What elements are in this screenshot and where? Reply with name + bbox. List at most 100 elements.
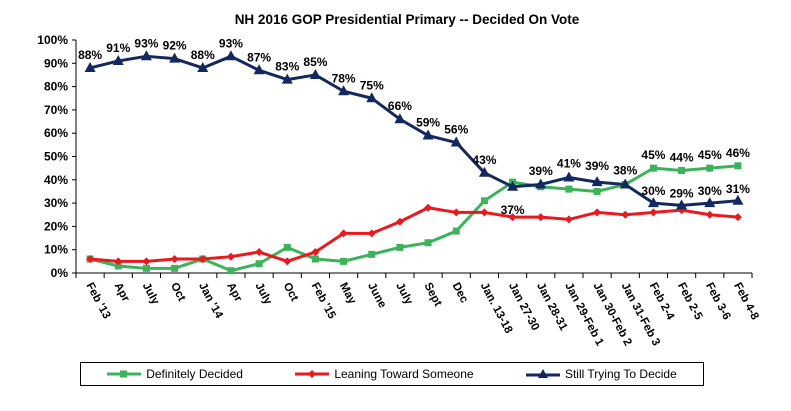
legend-item-leaning-toward-someone: Leaning Toward Someone: [295, 367, 474, 381]
data-point-leaning-toward-someone: [114, 257, 123, 266]
data-point-still-trying-to-decide: [366, 92, 378, 103]
data-point-still-trying-to-decide: [619, 178, 631, 189]
data-point-leaning-toward-someone: [649, 208, 658, 217]
x-tick-label: Apr: [224, 281, 244, 305]
series-line-leaning-toward-someone: [89, 206, 739, 263]
data-point-definitely-decided: [734, 162, 742, 170]
chart-legend: Definitely Decided Leaning Toward Someon…: [80, 362, 704, 386]
data-point-leaning-toward-someone: [508, 213, 517, 222]
data-label: 91%: [106, 41, 130, 55]
y-tick-label: 40%: [44, 173, 68, 187]
x-tick-label: Oct: [168, 281, 188, 304]
y-tick-label: 30%: [44, 196, 68, 210]
x-tick-label: July: [140, 281, 162, 307]
chart-title: NH 2016 GOP Presidential Primary -- Deci…: [235, 12, 580, 27]
data-label: 31%: [726, 182, 750, 196]
y-tick-label: 0%: [51, 266, 69, 280]
x-tick-label: July: [393, 281, 415, 307]
data-point-still-trying-to-decide: [169, 52, 181, 63]
y-axis: 0% 10% 20% 30% 40% 50% 60% 70% 80% 90% 100%: [37, 33, 77, 280]
data-point-leaning-toward-someone: [564, 215, 573, 224]
y-tick-label: 100%: [37, 33, 68, 47]
data-point-definitely-decided: [424, 239, 432, 247]
data-label: 45%: [641, 148, 665, 162]
data-point-still-trying-to-decide: [197, 61, 209, 72]
data-point-still-trying-to-decide: [309, 68, 321, 79]
legend-swatch-navy: [525, 369, 560, 378]
data-point-still-trying-to-decide: [704, 197, 716, 208]
legend-item-still-trying-to-decide: Still Trying To Decide: [525, 367, 677, 381]
x-tick-label: Feb 2-5: [675, 281, 705, 323]
data-point-definitely-decided: [678, 166, 686, 174]
data-label: 78%: [332, 71, 356, 85]
data-label: 29%: [670, 186, 694, 200]
data-point-definitely-decided: [340, 257, 348, 265]
data-point-definitely-decided: [649, 164, 657, 172]
legend-label: Still Trying To Decide: [564, 367, 677, 381]
data-label: 44%: [670, 150, 694, 164]
data-point-leaning-toward-someone: [255, 248, 264, 257]
data-label: 88%: [191, 48, 215, 62]
data-point-leaning-toward-someone: [424, 203, 433, 212]
data-point-definitely-decided: [171, 264, 179, 272]
y-tick-label: 50%: [44, 150, 68, 164]
x-tick-label: Feb '15: [309, 281, 338, 322]
data-point-definitely-decided: [452, 227, 460, 235]
data-label: 38%: [613, 163, 637, 177]
x-tick-label: Oct: [281, 281, 301, 304]
y-tick-label: 20%: [44, 219, 68, 233]
data-point-still-trying-to-decide: [338, 85, 350, 96]
data-labels: 37% 39% 41% 39% 38% 45% 44% 45% 46% 88% 91% 93% 92% 8…: [78, 36, 750, 217]
data-point-still-trying-to-decide: [676, 199, 688, 210]
data-point-still-trying-to-decide: [591, 176, 603, 187]
series-line-still-trying-to-decide: [89, 54, 739, 207]
data-point-still-trying-to-decide: [112, 54, 124, 65]
data-point-definitely-decided: [396, 243, 404, 251]
y-tick-label: 60%: [44, 126, 68, 140]
data-point-leaning-toward-someone: [170, 255, 179, 264]
data-label: 37%: [501, 203, 525, 217]
data-point-still-trying-to-decide: [563, 171, 575, 182]
y-tick-label: 90%: [44, 56, 68, 70]
data-label: 30%: [698, 184, 722, 198]
x-tick-label: Feb 4-8: [731, 281, 761, 323]
data-point-leaning-toward-someone: [705, 210, 714, 219]
x-tick-label: Apr: [112, 281, 132, 305]
data-point-still-trying-to-decide: [647, 197, 659, 208]
x-axis: Feb '13 Apr July Oct Jan '14 Apr July Oct Feb '1…: [75, 272, 761, 348]
data-label: 92%: [163, 39, 187, 53]
data-point-leaning-toward-someone: [142, 257, 151, 266]
data-label: 59%: [416, 116, 440, 130]
data-point-leaning-toward-someone: [621, 210, 630, 219]
data-label: 93%: [219, 36, 243, 50]
data-label: 93%: [134, 36, 158, 50]
data-label: 56%: [444, 123, 468, 137]
data-point-still-trying-to-decide: [450, 136, 462, 147]
data-point-still-trying-to-decide: [253, 64, 265, 75]
data-label: 88%: [78, 48, 102, 62]
data-point-definitely-decided: [114, 262, 122, 270]
y-tick-label: 80%: [44, 80, 68, 94]
data-point-definitely-decided: [565, 185, 573, 193]
data-label: 43%: [472, 153, 496, 167]
x-tick-label: Dec: [450, 281, 471, 306]
data-label: 46%: [726, 146, 750, 160]
data-point-definitely-decided: [480, 197, 488, 205]
data-label: 83%: [275, 60, 299, 74]
data-point-still-trying-to-decide: [394, 113, 406, 124]
data-point-definitely-decided: [255, 260, 263, 268]
data-label: 41%: [557, 156, 581, 170]
data-point-still-trying-to-decide: [422, 129, 434, 140]
x-tick-label: Feb 2-4: [647, 281, 677, 323]
data-label: 87%: [247, 50, 271, 64]
data-point-still-trying-to-decide: [281, 73, 293, 84]
data-point-leaning-toward-someone: [536, 213, 545, 222]
data-point-still-trying-to-decide: [732, 194, 744, 205]
legend-item-definitely-decided: Definitely Decided: [107, 367, 243, 381]
x-tick-label: Feb 3-6: [703, 281, 732, 322]
data-point-leaning-toward-someone: [452, 208, 461, 217]
legend-swatch-red: [295, 370, 330, 378]
x-tick-label: July: [252, 281, 274, 307]
data-point-leaning-toward-someone: [283, 257, 292, 266]
